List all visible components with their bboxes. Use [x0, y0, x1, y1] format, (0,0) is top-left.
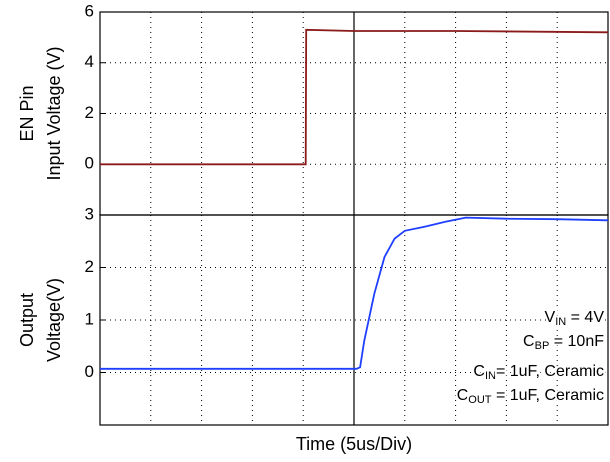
plot-frame [99, 214, 609, 426]
y-tick-label: 3 [85, 204, 94, 223]
y-tick-label: 6 [85, 1, 94, 20]
annotation: CIN= 1uF, Ceramic [473, 363, 604, 382]
y-axis-label: Output [17, 293, 37, 347]
annotation-part: = 1uF, Ceramic [492, 387, 604, 404]
x-axis-label: Time (5us/Div) [296, 434, 412, 454]
annotation-part: C [457, 387, 469, 404]
annotation-part: IN [555, 316, 566, 328]
trace [100, 216, 609, 370]
annotation-part: IN [485, 370, 496, 382]
annotation: CBP = 10nF [523, 333, 604, 352]
y-tick-label: 1 [85, 309, 94, 328]
annotation-part: BP [535, 340, 550, 352]
annotation-part: = 4V [566, 309, 604, 326]
y-axis-label: Input Voltage (V) [44, 46, 64, 180]
annotation-part: OUT [468, 394, 492, 406]
y-axis-label: EN Pin [17, 85, 37, 141]
annotation: COUT = 1uF, Ceramic [457, 387, 604, 406]
y-tick-label: 0 [85, 154, 94, 173]
annotation-part: C [523, 333, 535, 350]
annotation-part: V [545, 309, 556, 326]
trace [100, 28, 609, 166]
annotation-part: = 1uF, Ceramic [496, 363, 604, 380]
y-axis-label: Voltage(V) [44, 278, 64, 362]
y-tick-label: 0 [85, 362, 94, 381]
annotation-part: C [473, 363, 485, 380]
y-tick-label: 2 [85, 103, 94, 122]
annotation: VIN = 4V [545, 309, 605, 328]
y-tick-label: 4 [85, 52, 94, 71]
y-tick-label: 2 [85, 257, 94, 276]
annotation-part: = 10nF [549, 333, 604, 350]
